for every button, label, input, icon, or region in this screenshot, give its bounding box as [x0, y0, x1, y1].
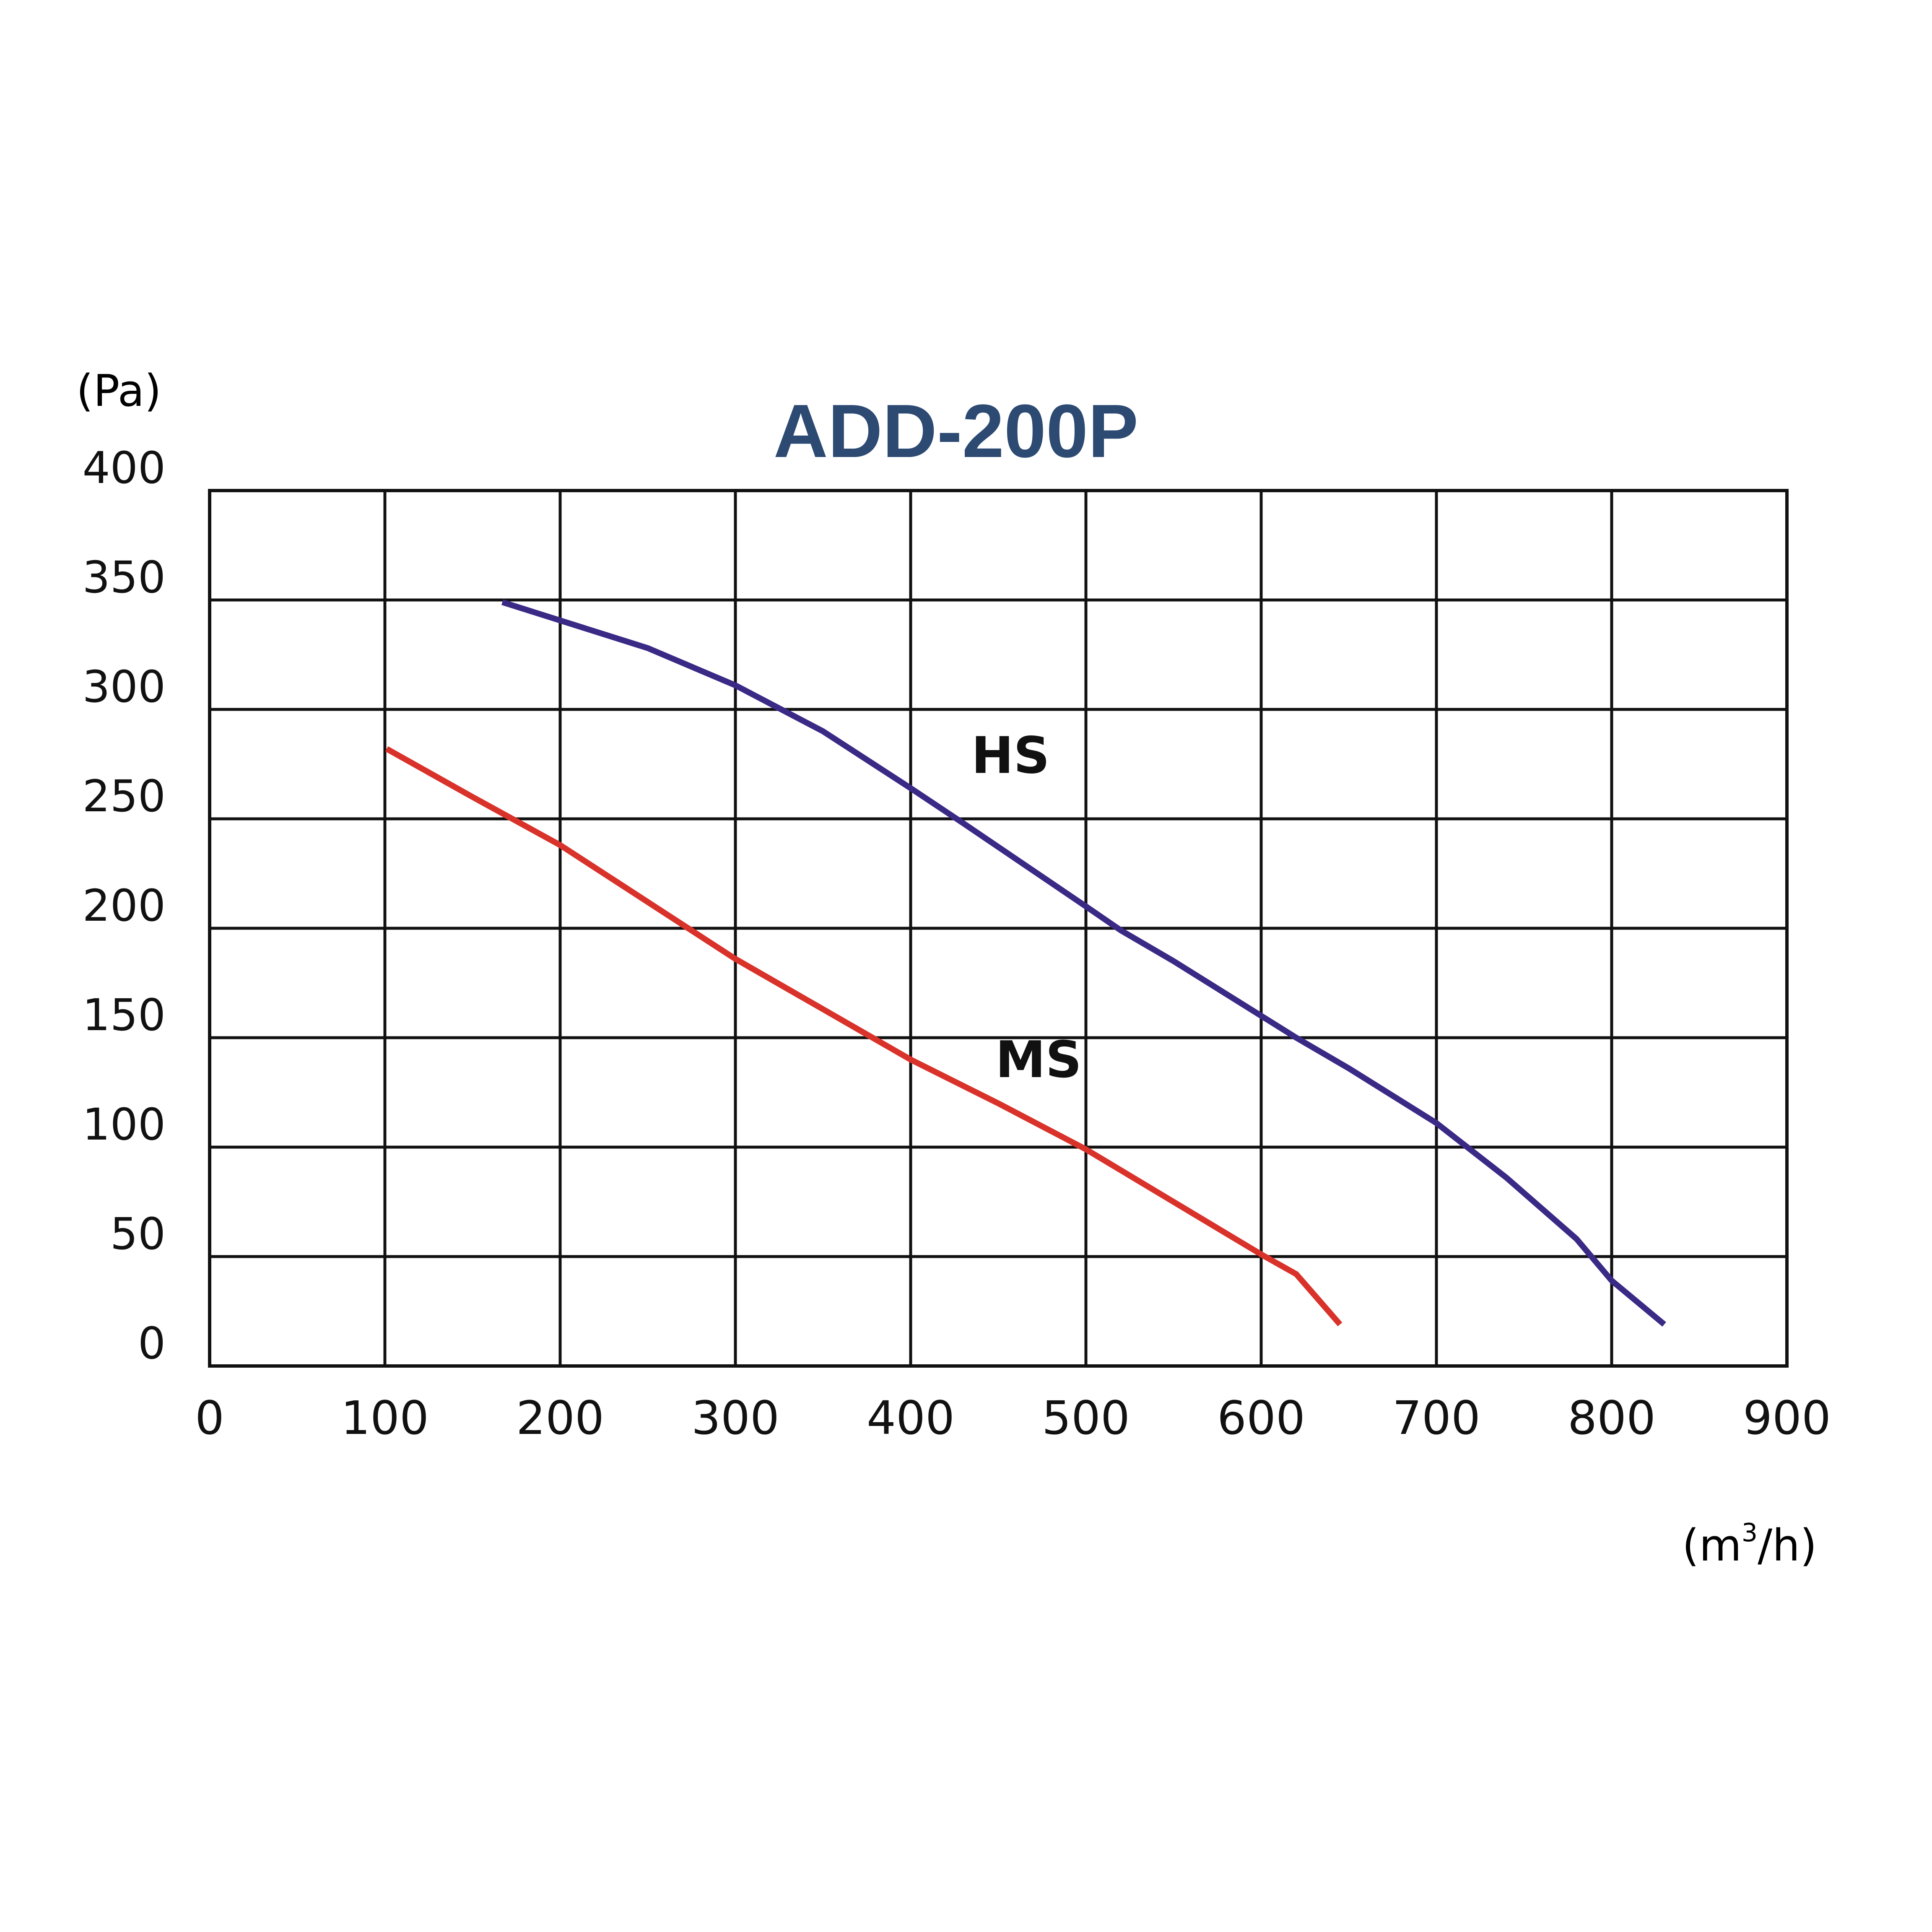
x-unit-rest: /h) — [1758, 1520, 1817, 1571]
x-unit-superscript: 3 — [1742, 1518, 1758, 1548]
y-axis-unit-label: (Pa) — [76, 365, 161, 416]
y-tick-label: 150 — [82, 989, 166, 1041]
y-tick-label: 400 — [82, 442, 166, 493]
x-tick-label: 700 — [1392, 1391, 1480, 1445]
plot-frame — [208, 489, 1789, 1368]
y-tick-label: 50 — [110, 1208, 166, 1259]
y-tick-label: 250 — [82, 771, 166, 822]
y-tick-label: 300 — [82, 661, 166, 712]
x-tick-label: 800 — [1568, 1391, 1656, 1445]
x-tick-label: 500 — [1042, 1391, 1130, 1445]
x-tick-label: 900 — [1743, 1391, 1831, 1445]
x-tick-label: 400 — [867, 1391, 955, 1445]
x-tick-label: 600 — [1217, 1391, 1305, 1445]
x-tick-label: 100 — [341, 1391, 429, 1445]
x-unit-base: (m — [1682, 1520, 1742, 1571]
y-tick-label: 0 — [138, 1318, 166, 1369]
y-axis-ticks: 0 50 100 150 200 250 300 350 400 — [82, 442, 166, 1369]
grid — [208, 489, 1789, 1368]
series-label-ms: MS — [995, 1031, 1082, 1089]
x-tick-label: 0 — [195, 1391, 224, 1445]
series-label-hs: HS — [971, 727, 1050, 785]
y-tick-label: 200 — [82, 880, 166, 931]
y-tick-label: 100 — [82, 1099, 166, 1150]
x-tick-label: 300 — [691, 1391, 779, 1445]
series-line-ms — [385, 746, 1343, 1327]
x-axis-unit-label: (m3/h) — [1682, 1518, 1817, 1571]
x-axis-ticks: 0 100 200 300 400 500 600 700 800 900 — [195, 1391, 1831, 1445]
x-tick-label: 200 — [516, 1391, 604, 1445]
series-labels: HS MS — [971, 727, 1082, 1089]
series-lines — [385, 599, 1666, 1327]
y-tick-label: 350 — [82, 552, 166, 603]
chart-title: ADD-200P — [774, 389, 1138, 473]
series-line-hs — [501, 599, 1666, 1327]
